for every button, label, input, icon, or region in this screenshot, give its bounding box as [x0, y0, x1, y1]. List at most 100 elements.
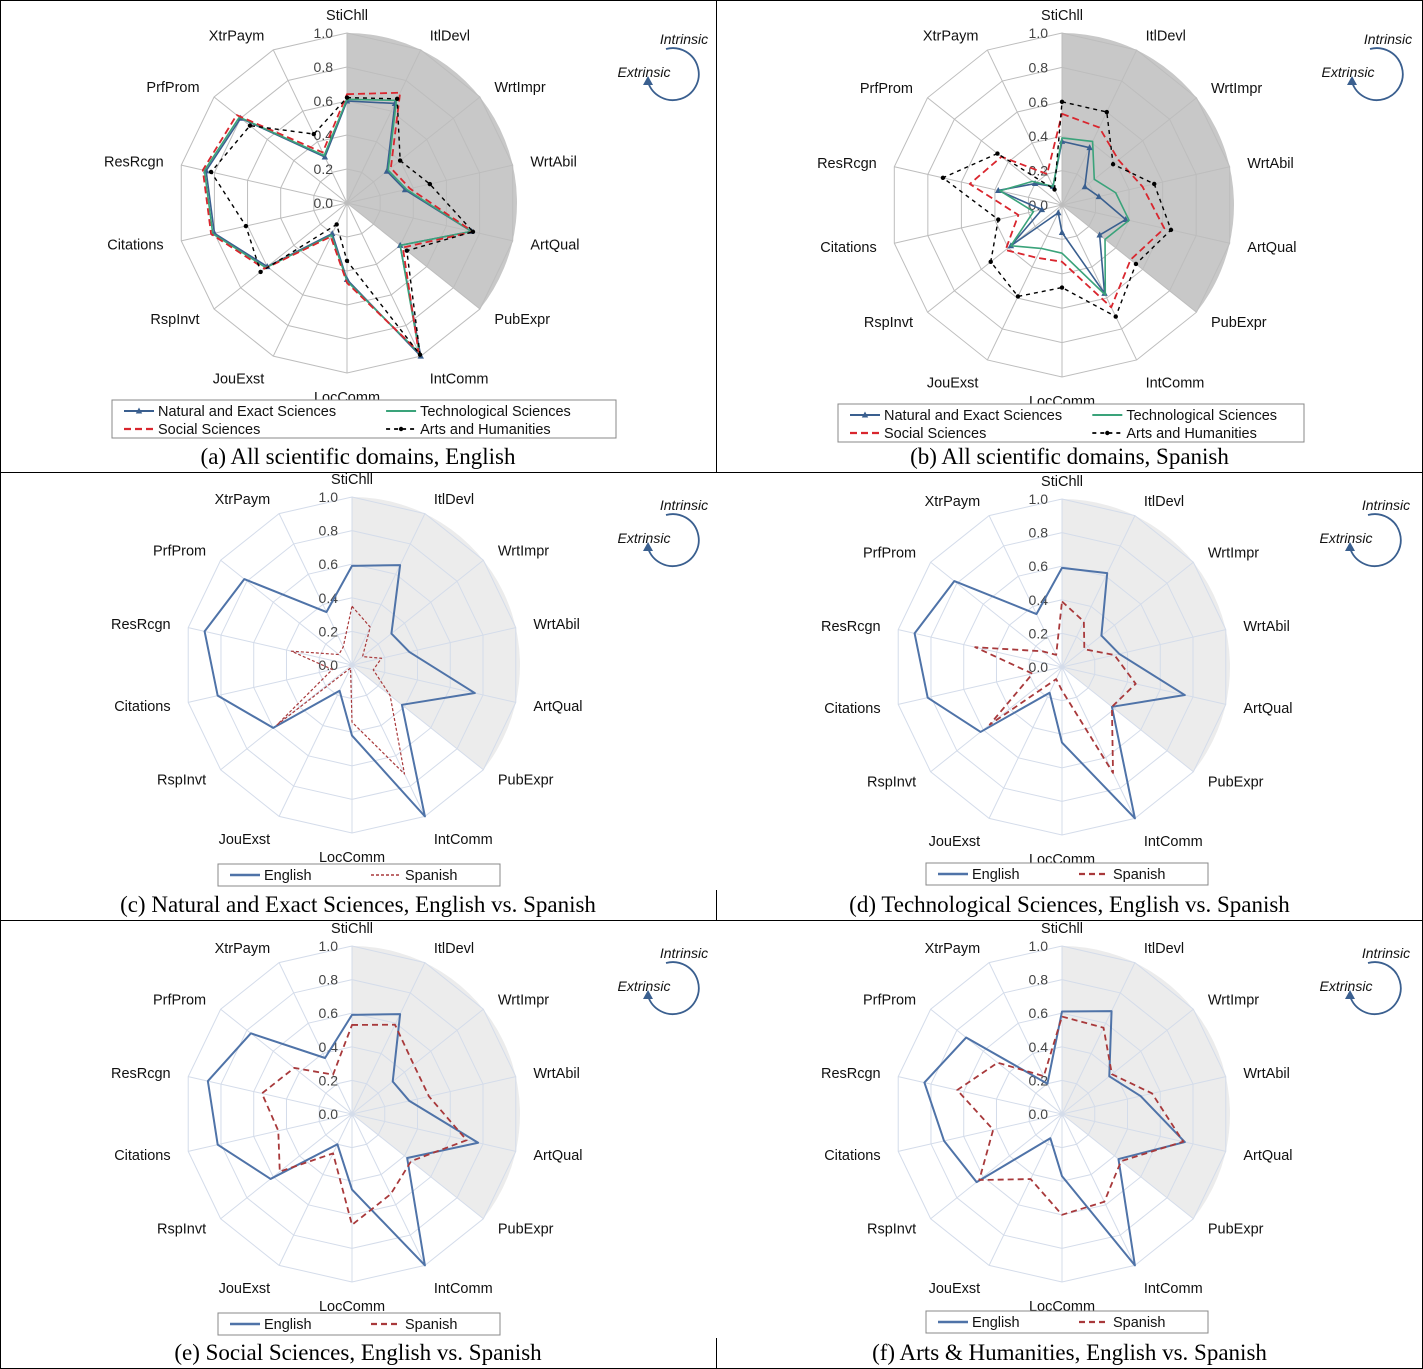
series-line: [923, 1010, 1186, 1267]
series-point: [417, 352, 423, 357]
axis-label: RspInvt: [157, 1222, 206, 1238]
axis-label: RspInvt: [150, 312, 199, 328]
axis-label: StiChll: [1041, 921, 1083, 937]
axis-spoke: [898, 1113, 1063, 1152]
series-point: [1113, 314, 1118, 319]
axis-label: Citations: [820, 240, 876, 256]
panel-caption: (e) Social Sciences, English vs. Spanish: [174, 1340, 542, 1365]
axis-label: StiChll: [331, 921, 373, 937]
axis-label: StiChll: [1041, 474, 1083, 490]
tick-label: 1.0: [1029, 491, 1049, 507]
axis-spoke: [1061, 629, 1226, 668]
axis-spoke: [894, 166, 1063, 206]
tick-label: 1.0: [314, 25, 334, 41]
series-point: [208, 169, 214, 175]
radar-chart: 0.00.20.40.60.81.0StiChllItlDevlWrtImprW…: [817, 8, 1412, 443]
series-line: [206, 1013, 480, 1267]
extrinsic-label: Extrinsic: [618, 530, 671, 546]
axis-label: RspInvt: [864, 315, 913, 331]
series-line: [913, 566, 1186, 820]
radar-panel-a: 0.0 0.2 0.4 0.6 0.8 1.0 StiChll ItlDevl WrtImpr W…: [0, 0, 716, 472]
axis-spoke: [346, 202, 422, 357]
axis-spoke: [1061, 1076, 1226, 1115]
direction-arrow: [1349, 961, 1402, 1015]
direction-arrow: [1351, 47, 1404, 101]
axis-spoke: [1061, 204, 1230, 244]
axis-spoke: [220, 1113, 353, 1220]
intrinsic-sector: [1062, 33, 1234, 313]
direction-arrow: [647, 961, 700, 1015]
axis-spoke: [1061, 1113, 1226, 1152]
axis-spoke: [930, 1008, 1063, 1115]
axis-spoke: [1061, 1008, 1194, 1115]
series-point: [1095, 193, 1103, 200]
series-line: [968, 112, 1166, 309]
series-point: [404, 248, 410, 253]
axis-label: WrtAbil: [1243, 619, 1289, 635]
axis-spoke: [220, 559, 353, 666]
series-point: [1133, 261, 1139, 267]
axis-spoke: [986, 49, 1063, 206]
axis-label: Citations: [107, 237, 163, 253]
radar-panel-e: 0.0 0.2 0.4 0.6 0.8 1.0 StiChll ItlDevl WrtImpr W…: [0, 920, 716, 1369]
axis-spoke: [351, 962, 426, 1115]
intrinsic-label: Intrinsic: [1364, 31, 1412, 47]
axis-spoke: [988, 515, 1063, 668]
direction-arrow: [1349, 513, 1402, 567]
axis-label: ArtQual: [533, 699, 582, 715]
axis-label: Citations: [824, 701, 880, 717]
legend-label: Spanish: [405, 868, 457, 884]
axis-spoke: [272, 49, 348, 204]
legend-box: [925, 1310, 1209, 1334]
axis-label: WrtImpr: [1208, 992, 1259, 1008]
series-line: [201, 91, 474, 353]
axis-label: ResRcgn: [821, 1066, 881, 1082]
tick-label: 0.2: [314, 161, 334, 177]
axis-label: WrtImpr: [1208, 545, 1259, 561]
axis-spoke: [351, 664, 516, 703]
series-point: [1168, 227, 1174, 233]
series-point: [1052, 187, 1057, 192]
axis-label: PrfProm: [146, 80, 199, 96]
legend-label: Arts and Humanities: [420, 422, 551, 438]
tick-label: 0.8: [1029, 59, 1049, 75]
series-point: [243, 223, 249, 229]
intrinsic-sector: [1062, 946, 1230, 1219]
legend-label: Natural and Exact Sciences: [884, 408, 1062, 424]
axis-spoke: [1061, 1113, 1136, 1266]
axis-label: ResRcgn: [111, 1066, 171, 1082]
series-point: [1152, 181, 1157, 187]
series-point: [1031, 180, 1039, 187]
radar-chart: 0.00.20.40.60.81.0StiChllItlDevlWrtImprW…: [821, 474, 1410, 886]
arrow-head: [643, 542, 653, 551]
legend-box: [837, 403, 1305, 443]
axis-label: StiChll: [1041, 8, 1083, 24]
tick-label: 1.0: [319, 489, 339, 505]
series-point: [1086, 144, 1093, 151]
series-point: [247, 123, 253, 128]
tick-label: 0.4: [1029, 128, 1049, 144]
axis-label: PrfProm: [863, 992, 916, 1008]
legend-label: Natural and Exact Sciences: [158, 404, 336, 420]
axis-label: LocComm: [319, 1299, 385, 1315]
series-point: [1059, 99, 1065, 105]
tick-label: 0.0: [1029, 659, 1049, 675]
tick-label: 0.6: [1029, 558, 1049, 574]
arrow-head: [1345, 542, 1355, 551]
series-point: [135, 407, 143, 414]
axis-spoke: [1061, 561, 1194, 668]
axis-label: JouExst: [927, 375, 979, 391]
axis-label: ResRcgn: [111, 617, 171, 633]
axis-label: Citations: [114, 1148, 170, 1164]
axis-label: JouExst: [213, 372, 265, 388]
intrinsic-sector: [347, 33, 517, 309]
axis-label: PubExpr: [498, 1222, 554, 1238]
axis-label: ArtQual: [1247, 240, 1296, 256]
axis-spoke: [1061, 1113, 1194, 1220]
extrinsic-label: Extrinsic: [1322, 64, 1375, 80]
series-point: [940, 175, 946, 181]
radar-chart: 0.00.20.40.60.81.0StiChllItlDevlWrtImprW…: [111, 921, 708, 1336]
axis-spoke: [188, 664, 353, 703]
axis-label: PrfProm: [863, 545, 916, 561]
axis-label: RspInvt: [867, 775, 916, 791]
